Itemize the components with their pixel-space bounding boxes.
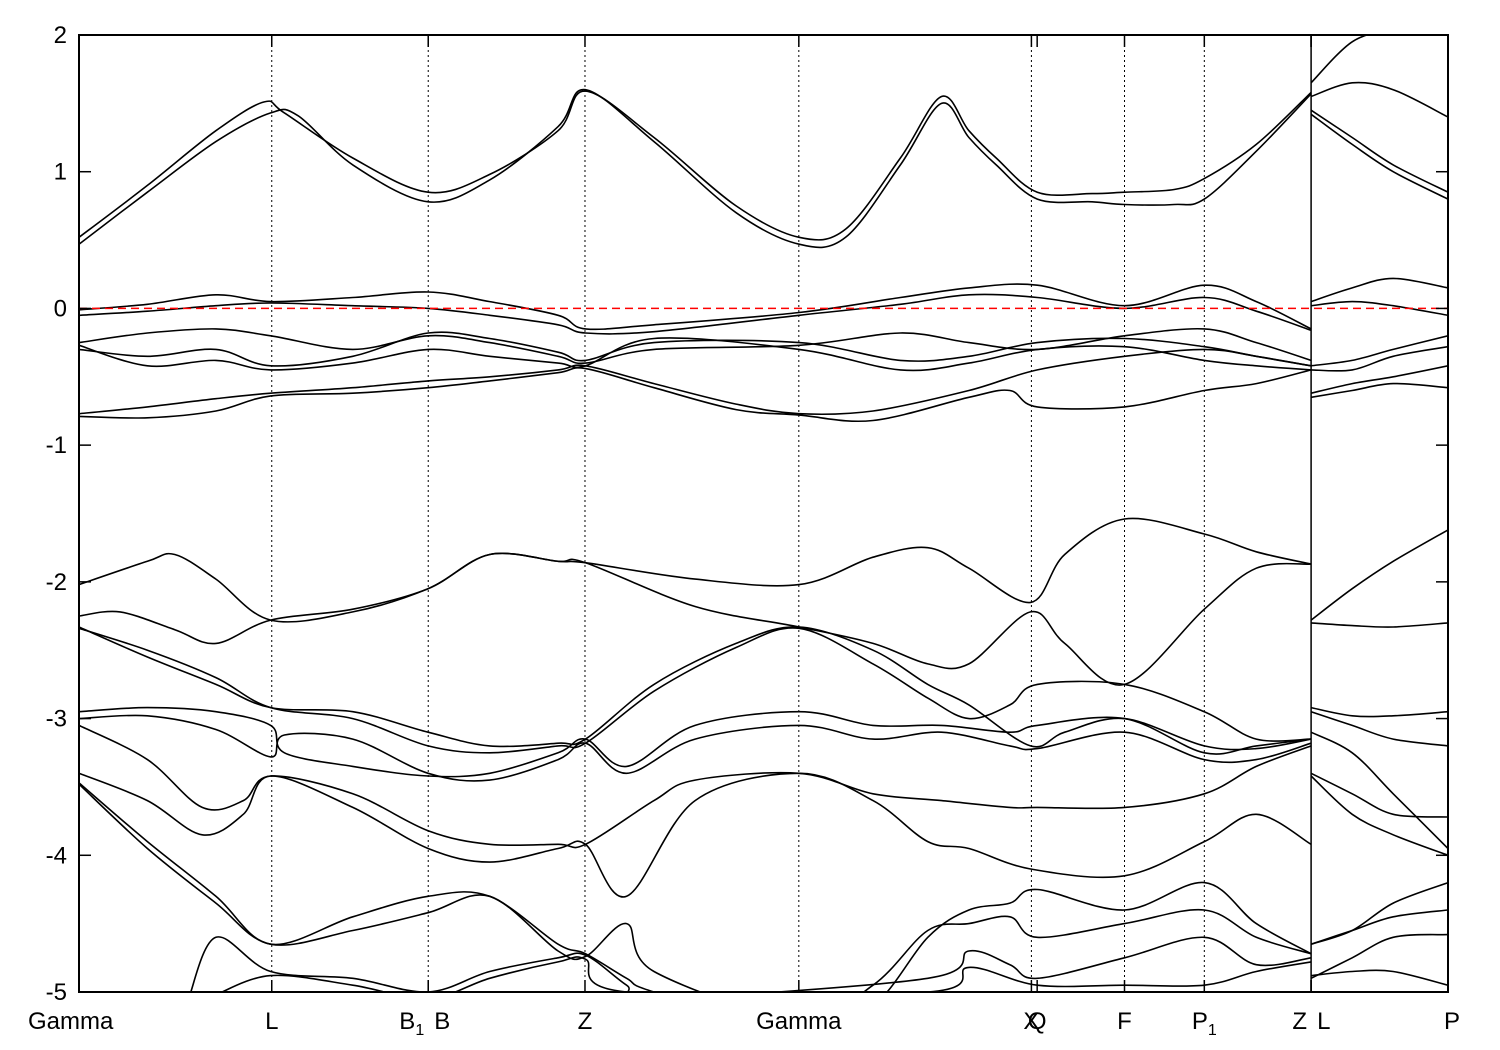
band-line bbox=[79, 626, 1312, 751]
band-line bbox=[1311, 622, 1448, 628]
band-line bbox=[1310, 35, 1370, 84]
k-point-label: Q bbox=[1028, 1008, 1047, 1035]
band-line bbox=[79, 724, 1312, 849]
y-tick-label: -2 bbox=[46, 569, 67, 596]
band-line bbox=[1310, 731, 1448, 850]
band-line bbox=[1311, 969, 1448, 986]
band-line bbox=[1310, 775, 1448, 857]
band-line bbox=[1310, 277, 1448, 303]
band-line bbox=[79, 283, 1312, 331]
band-line bbox=[1311, 300, 1448, 317]
k-point-label: F bbox=[1117, 1008, 1132, 1035]
y-tick-label: 2 bbox=[54, 22, 67, 49]
k-point-label: X bbox=[1023, 1008, 1039, 1035]
plot-area bbox=[78, 34, 1449, 993]
band-line bbox=[1310, 706, 1448, 718]
y-tick-label: 0 bbox=[54, 295, 67, 322]
band-line bbox=[79, 90, 1312, 241]
k-point-label: L bbox=[265, 1008, 278, 1035]
band-line bbox=[79, 367, 1312, 423]
band-line bbox=[1310, 710, 1448, 747]
band-line bbox=[1310, 933, 1448, 980]
k-point-label: Gamma bbox=[28, 1008, 114, 1035]
band-line bbox=[79, 782, 1312, 992]
band-line bbox=[79, 293, 1312, 335]
band-line bbox=[79, 783, 1312, 992]
band-line bbox=[1310, 382, 1448, 399]
k-point-labels: Gamma L B1 B Z Gamma XQ F P1 Z L P bbox=[28, 1008, 1460, 1039]
y-tick-label: -4 bbox=[46, 842, 67, 869]
bands-group bbox=[79, 35, 1448, 992]
band-line bbox=[79, 627, 1312, 754]
k-point-label: Gamma bbox=[756, 1008, 842, 1035]
band-line bbox=[79, 552, 1312, 686]
k-point-label: P1 bbox=[1192, 1008, 1217, 1039]
y-tick-label: -5 bbox=[46, 979, 67, 1006]
y-tick-labels: 2 1 0 -1 -2 -3 -4 -5 bbox=[46, 22, 67, 1006]
band-line bbox=[79, 772, 1312, 898]
band-line bbox=[1310, 772, 1448, 818]
band-line bbox=[1310, 113, 1448, 200]
k-point-label: Z bbox=[1292, 1008, 1307, 1035]
band-line bbox=[79, 327, 1312, 365]
y-tick-label: -1 bbox=[46, 432, 67, 459]
k-point-label: P bbox=[1444, 1008, 1460, 1035]
band-line bbox=[79, 337, 1312, 372]
band-line bbox=[79, 706, 1312, 778]
k-point-label: L bbox=[1317, 1008, 1330, 1035]
y-tick-label: 1 bbox=[54, 159, 67, 186]
k-point-label: B1 bbox=[399, 1008, 424, 1039]
band-line bbox=[220, 956, 1312, 992]
plot-frame bbox=[78, 34, 1449, 993]
band-line bbox=[190, 936, 1312, 992]
band-line bbox=[79, 517, 1312, 623]
band-line bbox=[1310, 335, 1448, 367]
band-line bbox=[79, 348, 1312, 416]
band-line bbox=[79, 714, 1312, 782]
k-point-label: Z bbox=[578, 1008, 593, 1035]
k-point-label: B bbox=[434, 1008, 450, 1035]
band-line bbox=[1310, 909, 1448, 945]
band-line bbox=[1310, 365, 1448, 394]
y-tick-label: -3 bbox=[46, 706, 67, 733]
band-line bbox=[1310, 109, 1448, 193]
band-line bbox=[1310, 529, 1448, 621]
band-line bbox=[1311, 345, 1448, 372]
band-line bbox=[79, 88, 1312, 249]
band-line bbox=[79, 331, 1312, 367]
band-line bbox=[1310, 881, 1448, 945]
band-line bbox=[1310, 81, 1448, 118]
